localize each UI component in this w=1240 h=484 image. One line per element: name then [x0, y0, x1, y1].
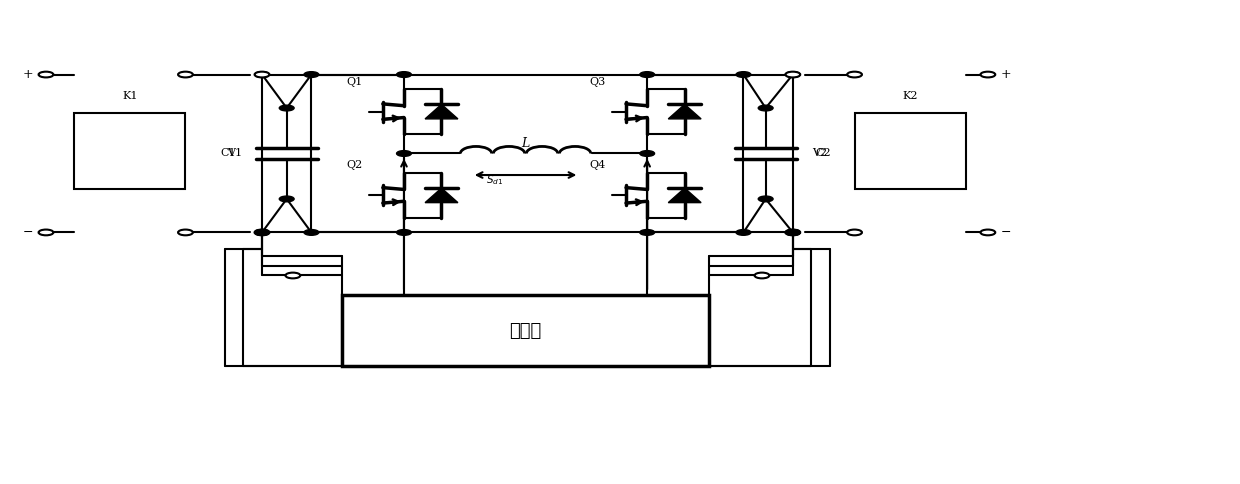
Bar [342, 295, 709, 366]
Circle shape [640, 229, 655, 235]
Circle shape [737, 72, 751, 77]
Circle shape [785, 229, 800, 235]
Polygon shape [668, 188, 701, 203]
Circle shape [397, 72, 412, 77]
Text: −: − [1001, 226, 1012, 239]
Text: K1: K1 [123, 91, 138, 101]
Circle shape [640, 72, 655, 77]
Circle shape [254, 229, 269, 235]
Polygon shape [668, 105, 701, 119]
Text: V2: V2 [812, 149, 827, 158]
Circle shape [397, 229, 412, 235]
Text: +: + [22, 68, 32, 81]
Circle shape [785, 229, 800, 235]
Circle shape [640, 151, 655, 156]
Text: Q1: Q1 [347, 77, 363, 87]
Text: V1: V1 [227, 149, 242, 158]
Circle shape [785, 72, 800, 77]
Circle shape [279, 196, 294, 202]
Circle shape [847, 229, 862, 235]
Text: +: + [1001, 68, 1012, 81]
Text: Q3: Q3 [590, 77, 606, 87]
Circle shape [981, 229, 996, 235]
Polygon shape [425, 105, 458, 119]
Circle shape [755, 272, 769, 278]
Circle shape [785, 72, 800, 77]
Circle shape [179, 229, 193, 235]
Text: $S_{d1}$: $S_{d1}$ [486, 173, 503, 187]
Circle shape [758, 105, 773, 111]
Text: C1: C1 [221, 149, 237, 158]
Text: 控制器: 控制器 [510, 321, 542, 339]
Circle shape [847, 72, 862, 77]
Bar [74, 113, 186, 189]
Circle shape [304, 72, 319, 77]
Circle shape [38, 229, 53, 235]
Circle shape [254, 229, 269, 235]
Bar [854, 113, 966, 189]
Text: C2: C2 [816, 149, 832, 158]
Circle shape [279, 105, 294, 111]
Text: L: L [522, 137, 529, 151]
Circle shape [285, 272, 300, 278]
Circle shape [981, 72, 996, 77]
Circle shape [397, 151, 412, 156]
Circle shape [254, 72, 269, 77]
Circle shape [785, 229, 800, 235]
Text: −: − [22, 226, 32, 239]
Circle shape [254, 72, 269, 77]
Circle shape [758, 196, 773, 202]
Text: Q4: Q4 [590, 161, 606, 170]
Circle shape [179, 72, 193, 77]
Text: Q2: Q2 [347, 161, 363, 170]
Circle shape [737, 229, 751, 235]
Polygon shape [425, 188, 458, 203]
Circle shape [38, 72, 53, 77]
Text: K2: K2 [903, 91, 918, 101]
Circle shape [304, 229, 319, 235]
Circle shape [254, 229, 269, 235]
